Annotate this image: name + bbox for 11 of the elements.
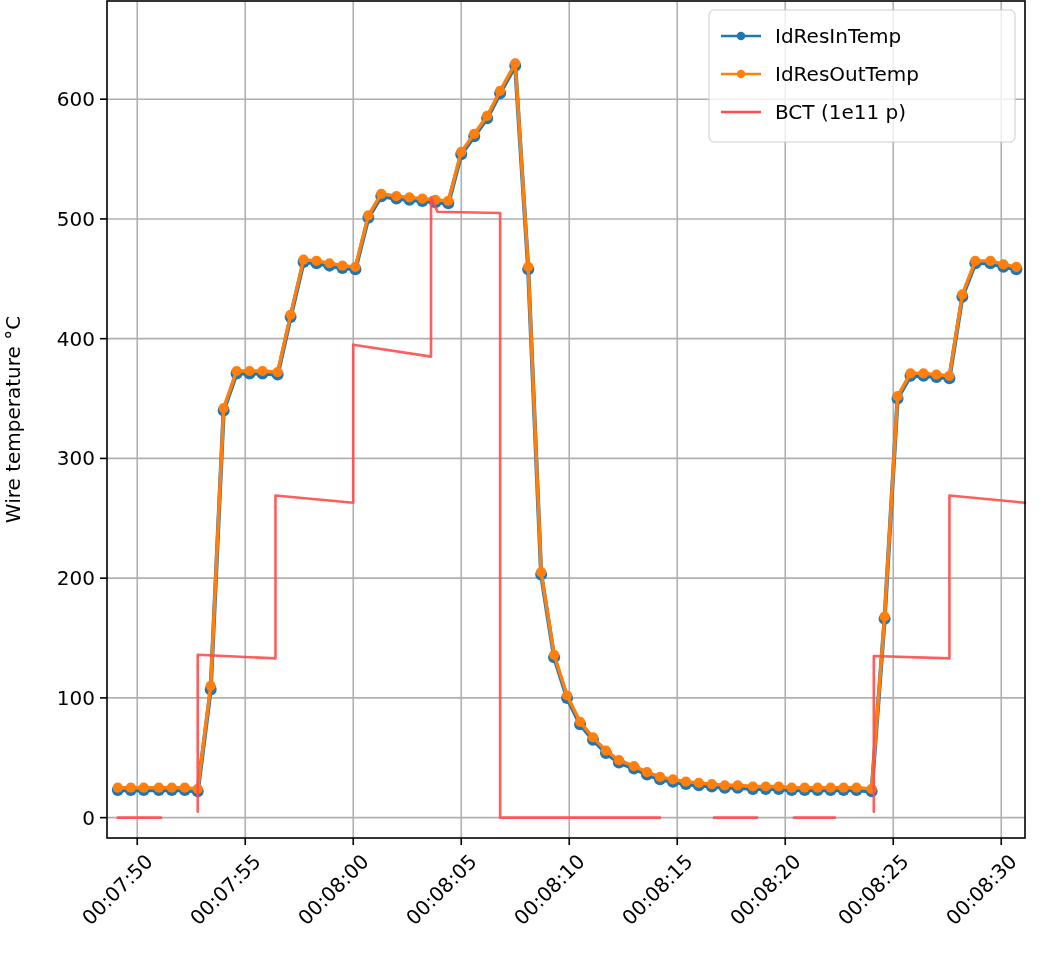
y-tick-label: 500 <box>56 206 95 231</box>
y-tick-label: 0 <box>82 805 95 830</box>
y-tick-label: 400 <box>56 326 95 351</box>
y-tick-label: 100 <box>56 685 95 710</box>
legend-label: BCT (1e11 p) <box>775 100 907 124</box>
y-tick-label: 200 <box>56 566 95 591</box>
y-tick-label: 600 <box>56 87 95 112</box>
y-tick-label: 300 <box>56 446 95 471</box>
y-axis-title: Wire temperature °C <box>1 315 25 524</box>
legend-label: IdResInTemp <box>775 24 902 48</box>
legend-label: IdResOutTemp <box>775 62 919 86</box>
